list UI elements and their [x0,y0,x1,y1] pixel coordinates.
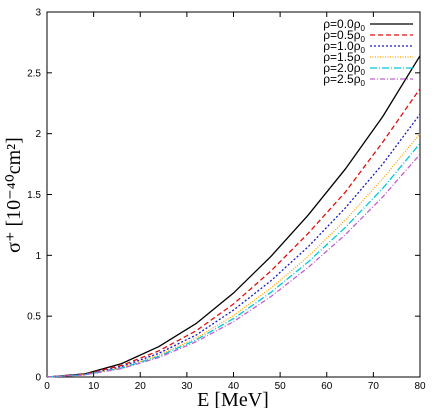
series-line-1 [46,88,421,378]
x-tick-label: 0 [44,381,50,392]
series-layer [46,55,421,378]
series-line-0 [46,55,421,378]
legend-label-1: ρ=0.5ρ0 [323,28,365,44]
x-tick-label: 10 [88,381,100,392]
y-tick-label: 0 [35,373,41,384]
x-tick-label: 40 [228,381,240,392]
series-line-3 [46,133,421,378]
plot-frame [46,11,421,378]
y-tick-label: 1.5 [27,190,41,201]
legend: ρ=0.0ρ0ρ=0.5ρ0ρ=1.0ρ0ρ=1.5ρ0ρ=2.0ρ0ρ=2.5… [323,17,413,88]
legend-label-0: ρ=0.0ρ0 [323,17,365,33]
x-tick-label: 50 [275,381,287,392]
axis-ticks: 0 10 20 30 40 50 60 70 80 0 0.5 1 1.5 2 2.5 3 [27,8,426,393]
y-tick-label: 1 [35,251,41,262]
series-line-4 [46,142,421,378]
legend-label-3: ρ=1.5ρ0 [323,50,365,66]
y-tick-label: 2.5 [27,68,41,79]
y-tick-label: 0.5 [27,312,41,323]
y-tick-label: 3 [35,8,41,19]
legend-label-4: ρ=2.0ρ0 [323,61,365,77]
legend-label-2: ρ=1.0ρ0 [323,39,365,55]
legend-label-5: ρ=2.5ρ0 [323,72,365,88]
x-tick-label: 60 [321,381,333,392]
y-axis-label: σ⁺ [10⁻⁴⁰cm²] [3,137,25,253]
series-line-2 [46,113,421,378]
series-line-5 [46,153,421,378]
x-tick-label: 20 [135,381,147,392]
x-tick-label: 30 [181,381,193,392]
x-axis-label: E [MeV] [197,389,269,408]
x-tick-label: 70 [368,381,380,392]
y-tick-label: 2 [35,129,41,140]
x-tick-label: 80 [414,381,426,392]
